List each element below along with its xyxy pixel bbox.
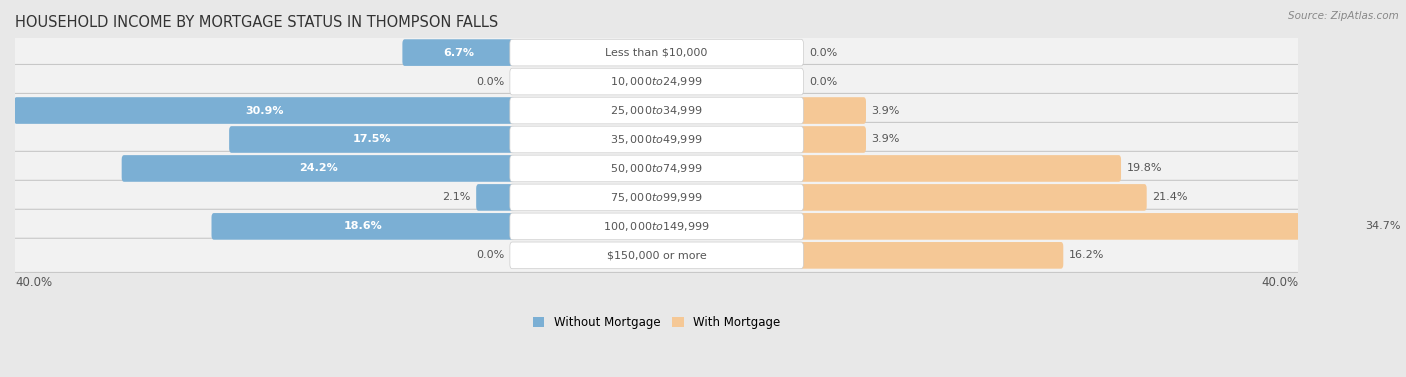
Text: Less than $10,000: Less than $10,000 (606, 48, 707, 58)
FancyBboxPatch shape (799, 242, 1063, 269)
FancyBboxPatch shape (510, 184, 803, 211)
FancyBboxPatch shape (13, 209, 1301, 244)
FancyBboxPatch shape (799, 184, 1147, 211)
FancyBboxPatch shape (13, 123, 1301, 156)
Text: $75,000 to $99,999: $75,000 to $99,999 (610, 191, 703, 204)
Text: 18.6%: 18.6% (343, 221, 382, 231)
FancyBboxPatch shape (510, 155, 803, 182)
FancyBboxPatch shape (13, 238, 1301, 273)
FancyBboxPatch shape (13, 64, 1301, 99)
Text: 40.0%: 40.0% (15, 276, 52, 289)
Text: 24.2%: 24.2% (299, 164, 337, 173)
Legend: Without Mortgage, With Mortgage: Without Mortgage, With Mortgage (533, 316, 780, 329)
FancyBboxPatch shape (799, 97, 866, 124)
FancyBboxPatch shape (122, 155, 515, 182)
FancyBboxPatch shape (211, 213, 515, 240)
Text: 2.1%: 2.1% (443, 192, 471, 202)
Text: 19.8%: 19.8% (1126, 164, 1163, 173)
Text: $10,000 to $24,999: $10,000 to $24,999 (610, 75, 703, 88)
Text: $150,000 or more: $150,000 or more (607, 250, 707, 261)
FancyBboxPatch shape (510, 68, 803, 95)
Text: Source: ZipAtlas.com: Source: ZipAtlas.com (1288, 11, 1399, 21)
FancyBboxPatch shape (799, 155, 1121, 182)
FancyBboxPatch shape (13, 35, 1301, 70)
FancyBboxPatch shape (13, 180, 1301, 215)
FancyBboxPatch shape (13, 93, 1301, 127)
Text: 6.7%: 6.7% (443, 48, 474, 58)
Text: 0.0%: 0.0% (477, 77, 505, 87)
Text: 3.9%: 3.9% (872, 106, 900, 115)
Text: $35,000 to $49,999: $35,000 to $49,999 (610, 133, 703, 146)
Text: 21.4%: 21.4% (1153, 192, 1188, 202)
Text: 0.0%: 0.0% (808, 48, 838, 58)
Text: 34.7%: 34.7% (1365, 221, 1402, 231)
Text: 30.9%: 30.9% (245, 106, 284, 115)
FancyBboxPatch shape (799, 126, 866, 153)
Text: 17.5%: 17.5% (353, 135, 391, 144)
FancyBboxPatch shape (510, 242, 803, 269)
Text: 0.0%: 0.0% (477, 250, 505, 261)
Text: HOUSEHOLD INCOME BY MORTGAGE STATUS IN THOMPSON FALLS: HOUSEHOLD INCOME BY MORTGAGE STATUS IN T… (15, 15, 498, 30)
FancyBboxPatch shape (510, 97, 803, 124)
Text: 3.9%: 3.9% (872, 135, 900, 144)
Text: $50,000 to $74,999: $50,000 to $74,999 (610, 162, 703, 175)
FancyBboxPatch shape (477, 184, 515, 211)
FancyBboxPatch shape (799, 213, 1360, 240)
Text: 0.0%: 0.0% (808, 77, 838, 87)
FancyBboxPatch shape (13, 151, 1301, 185)
Text: $25,000 to $34,999: $25,000 to $34,999 (610, 104, 703, 117)
FancyBboxPatch shape (510, 126, 803, 153)
Text: 16.2%: 16.2% (1069, 250, 1104, 261)
FancyBboxPatch shape (14, 97, 515, 124)
FancyBboxPatch shape (510, 213, 803, 240)
Text: 40.0%: 40.0% (1261, 276, 1298, 289)
FancyBboxPatch shape (402, 39, 515, 66)
FancyBboxPatch shape (229, 126, 515, 153)
FancyBboxPatch shape (510, 39, 803, 66)
Text: $100,000 to $149,999: $100,000 to $149,999 (603, 220, 710, 233)
